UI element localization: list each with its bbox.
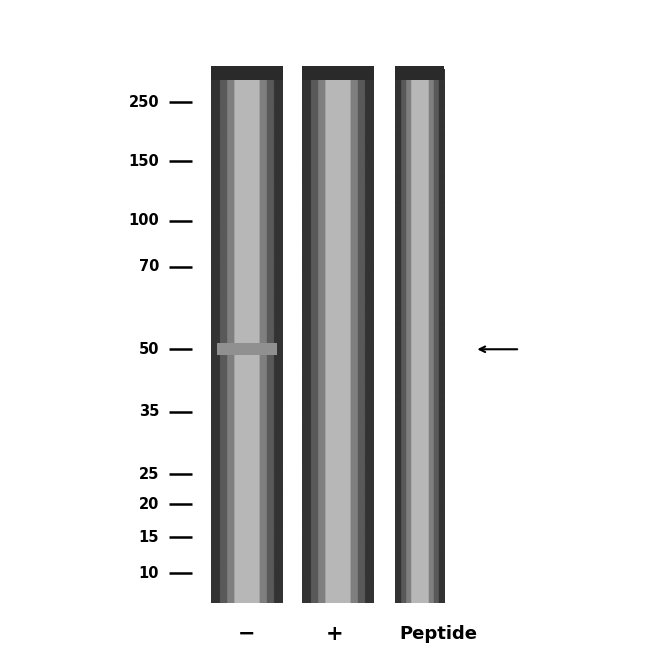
- Bar: [216, 343, 278, 355]
- Text: 100: 100: [129, 214, 159, 228]
- Bar: [395, 66, 444, 80]
- Text: 250: 250: [129, 95, 159, 109]
- Text: 35: 35: [139, 405, 159, 419]
- Text: −: −: [239, 624, 255, 644]
- Text: 150: 150: [129, 154, 159, 169]
- Text: 25: 25: [139, 467, 159, 482]
- Text: 20: 20: [139, 497, 159, 511]
- Bar: [211, 66, 283, 80]
- Text: 10: 10: [138, 566, 159, 581]
- Text: Peptide: Peptide: [400, 625, 478, 643]
- Text: 70: 70: [139, 260, 159, 274]
- Text: 50: 50: [138, 342, 159, 357]
- Bar: [302, 66, 374, 80]
- Text: +: +: [326, 624, 344, 644]
- Text: 15: 15: [138, 530, 159, 544]
